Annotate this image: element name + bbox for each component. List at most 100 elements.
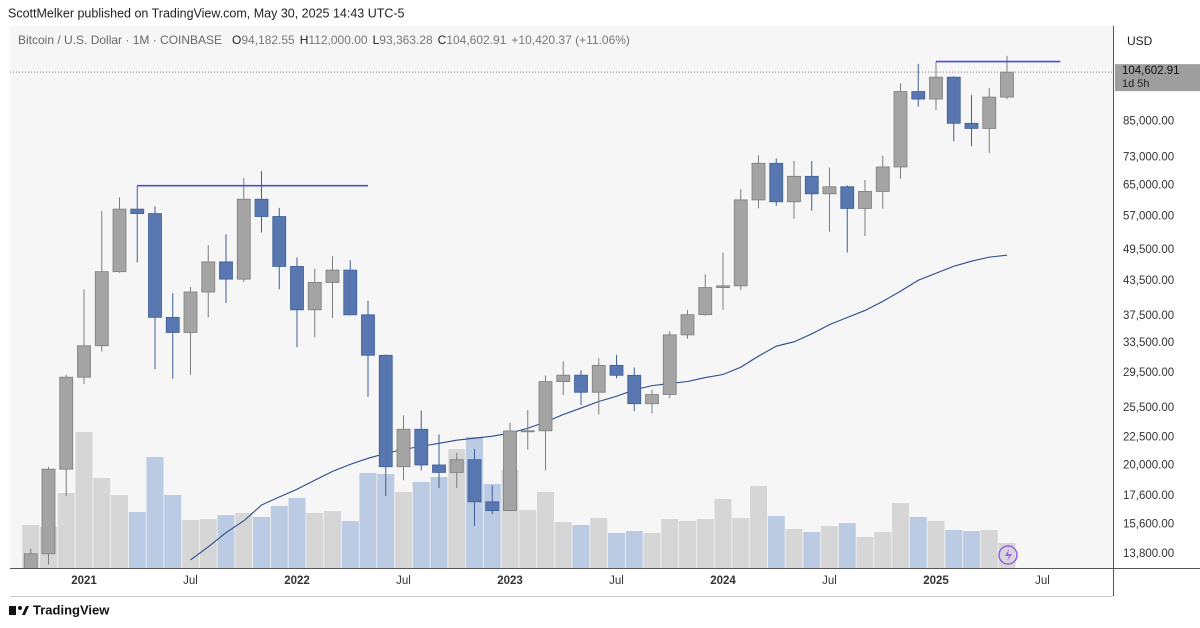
volume-bar	[57, 493, 75, 568]
legend-value: 112,000.00	[308, 33, 367, 47]
candle-body	[591, 364, 606, 393]
plot	[10, 55, 1113, 568]
legend-key: L	[373, 33, 380, 47]
candle-body	[94, 271, 109, 347]
candle-body	[733, 199, 748, 287]
volume-bar	[980, 530, 998, 568]
volume-bar	[785, 529, 803, 568]
volume-bar	[696, 519, 714, 568]
candle-body	[627, 374, 642, 405]
candle-body	[183, 291, 198, 333]
x-tick-label: Jul	[183, 575, 198, 587]
currency: USD	[1127, 34, 1153, 48]
volume-bar	[661, 519, 679, 568]
watermark-bolt	[1005, 549, 1012, 561]
candle-body	[59, 376, 74, 470]
volume-bar	[625, 531, 643, 568]
volume-bar	[590, 518, 608, 568]
candle-body	[538, 381, 553, 432]
candle-body	[130, 208, 145, 215]
volume-bar	[288, 498, 306, 568]
volume-bar	[767, 516, 785, 568]
candle-body	[41, 468, 56, 555]
volume-bar	[253, 517, 270, 568]
candle-body	[893, 91, 908, 168]
volume-bar	[217, 515, 235, 568]
volume-bar	[856, 537, 874, 568]
volume-bar	[909, 517, 927, 568]
volume-bar	[448, 449, 466, 568]
logo-mark	[9, 606, 16, 615]
watermark-icon	[998, 545, 1018, 565]
volume-bar	[93, 478, 111, 568]
volume-bar	[377, 474, 395, 568]
volume-bar	[412, 482, 430, 568]
volume-bar	[164, 495, 182, 568]
candle-body	[680, 314, 695, 336]
volume-bar	[519, 510, 537, 568]
published-note: ScottMelker published on TradingView.com…	[8, 6, 405, 20]
x-tick-label: Jul	[1035, 575, 1050, 587]
volume-layer	[22, 432, 1016, 568]
candle-body	[272, 216, 287, 267]
y-tick-label: 85,000.00	[1123, 116, 1174, 128]
volume-bar	[732, 518, 750, 568]
candle-body	[414, 428, 429, 466]
candle-body	[112, 208, 127, 273]
candle-body	[716, 285, 730, 288]
candle-body	[201, 261, 216, 293]
y-tick-label: 15,600.00	[1123, 519, 1174, 531]
volume-bar	[945, 530, 963, 568]
x-tick-label: 2023	[497, 575, 523, 587]
candle-body	[698, 287, 713, 316]
legend-change: +10,420.37 (+11.06%)	[511, 33, 630, 47]
candle-body	[574, 374, 588, 393]
candle-body	[520, 430, 535, 433]
candle-body	[485, 501, 500, 511]
y-tick-label: 73,000.00	[1123, 152, 1174, 164]
candle-body	[343, 269, 358, 316]
candle-body	[1000, 71, 1014, 98]
x-tick-label: 2022	[284, 575, 310, 587]
symbol-title: Bitcoin / U.S. Dollar · 1M · COINBASE	[18, 33, 222, 47]
candle-body	[804, 175, 819, 195]
candle-body	[23, 553, 38, 568]
candle-body	[822, 186, 837, 195]
candle-body	[946, 76, 961, 124]
footer-brand: TradingView	[33, 602, 110, 617]
candle-body	[378, 354, 393, 468]
candle-body	[769, 162, 784, 203]
volume-bar	[643, 533, 661, 568]
volume-bar	[199, 519, 217, 568]
x-tick-label: Jul	[609, 575, 624, 587]
y-tick-label: 37,500.00	[1123, 310, 1174, 322]
x-tick-label: Jul	[396, 575, 411, 587]
y-tick-label: 29,500.00	[1123, 367, 1174, 379]
candle-body	[236, 198, 251, 280]
y-tick-label: 22,500.00	[1123, 432, 1174, 444]
candle-body	[858, 191, 872, 209]
legend-key: H	[300, 33, 309, 47]
volume-bar	[111, 495, 128, 568]
candle-body	[840, 186, 855, 209]
volume-bar	[146, 457, 164, 568]
volume-bar	[182, 520, 199, 568]
candle-layer	[23, 55, 1014, 568]
candle-body	[219, 261, 233, 280]
volume-bar	[75, 432, 93, 568]
candle-body	[609, 364, 624, 376]
candle-body	[361, 314, 375, 356]
price-tag-box	[1115, 64, 1200, 92]
volume-bar	[838, 523, 856, 568]
volume-bar	[430, 477, 448, 568]
candle-body	[751, 162, 766, 201]
volume-bar	[892, 503, 909, 568]
volume-bar	[341, 521, 359, 568]
y-tick-label: 65,000.00	[1123, 179, 1174, 191]
x-tick-label: 2024	[710, 575, 736, 587]
volume-bar	[270, 506, 288, 568]
legend-value: 94,182.55	[241, 33, 295, 47]
candle-body	[290, 266, 304, 311]
y-tick-label: 25,500.00	[1123, 402, 1174, 414]
y-tick-label: 49,500.00	[1123, 244, 1174, 256]
